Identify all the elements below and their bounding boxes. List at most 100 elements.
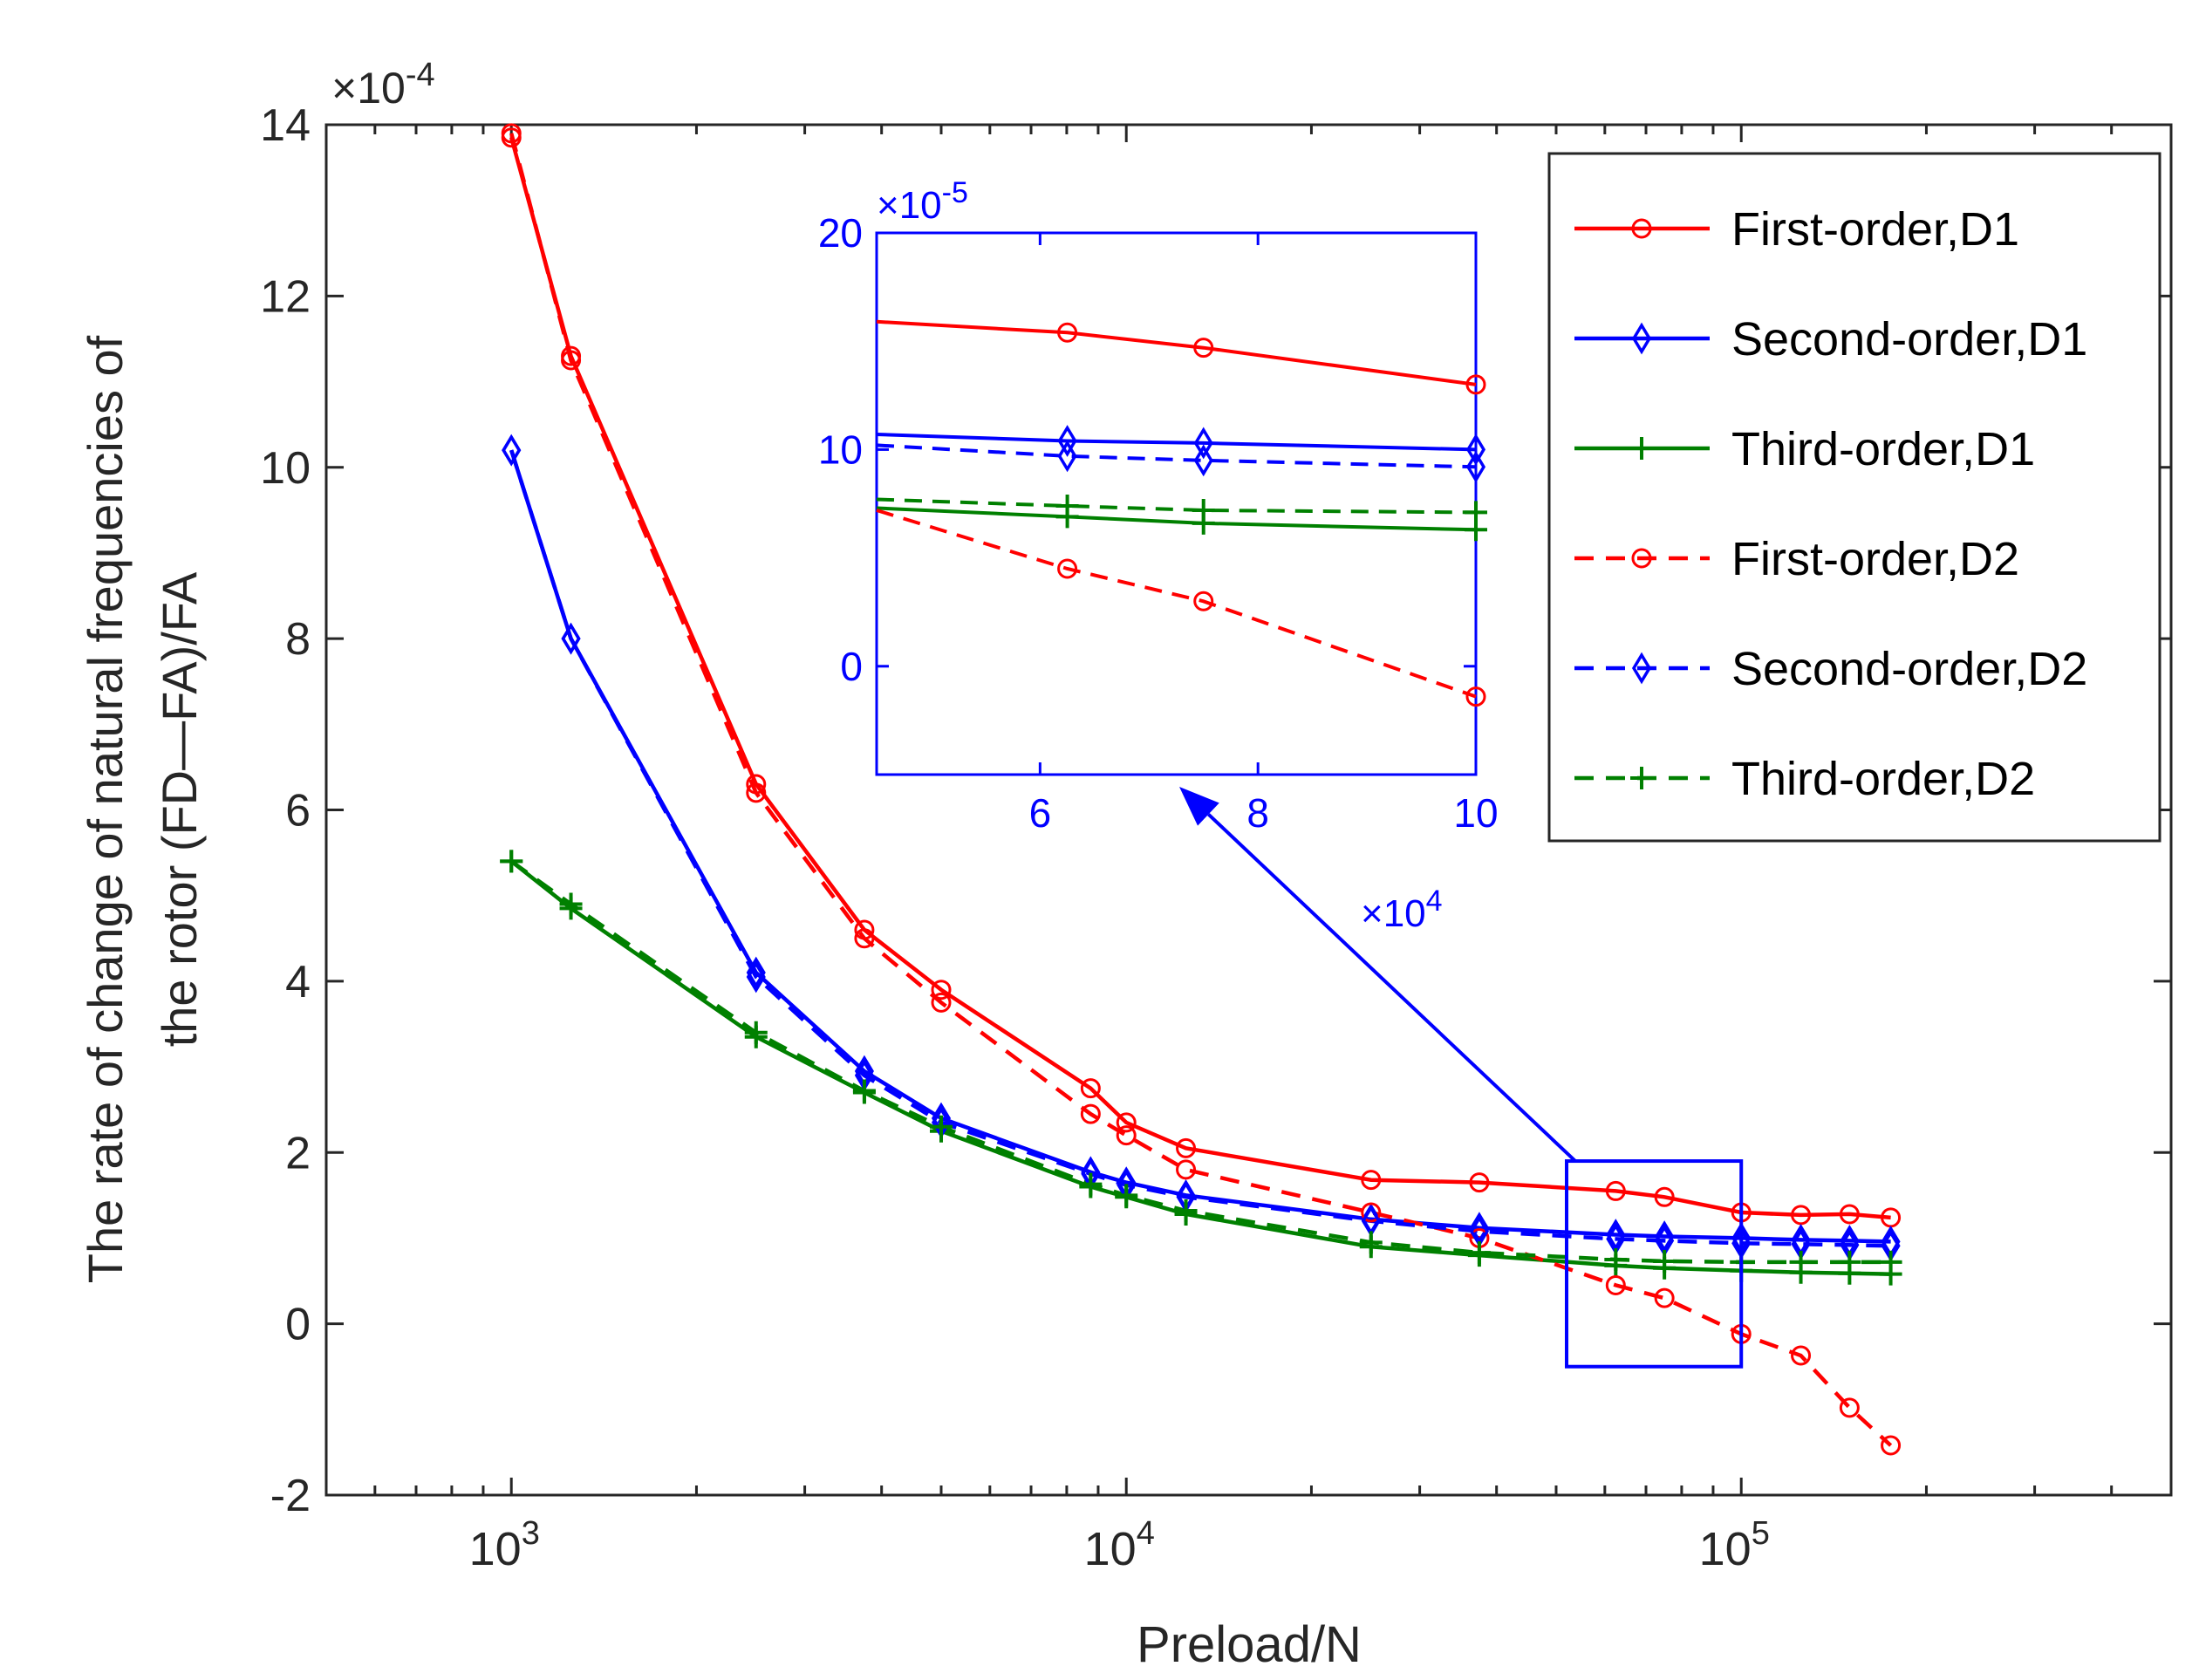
data-point-circle <box>1791 1205 1812 1226</box>
inset-x-tick-label: 8 <box>1246 790 1269 836</box>
data-point-circle <box>746 782 767 803</box>
series-line <box>509 449 1891 1248</box>
data-point-diamond <box>1469 1212 1489 1245</box>
data-point-circle <box>1193 338 1214 359</box>
data-point-plus <box>1174 1199 1198 1223</box>
x-tick-label: 103 <box>469 1515 540 1575</box>
data-point-diamond <box>1631 652 1652 685</box>
data-point-diamond <box>1631 322 1652 355</box>
inset-series-line <box>876 506 1477 532</box>
inset-x-tick-label: 6 <box>1029 790 1052 836</box>
data-point-plus <box>1879 1250 1902 1274</box>
data-point-circle <box>746 774 767 795</box>
inset-series-line <box>876 319 1477 386</box>
inset-y-tick-label: 20 <box>818 210 863 256</box>
data-point-circle <box>1791 1345 1812 1366</box>
data-point-circle <box>1080 1103 1101 1124</box>
inset-ticks: 0 10 20 6 8 10 <box>818 210 1499 836</box>
y-tick-label: 4 <box>285 957 311 1007</box>
y-tick-label: 14 <box>260 100 311 151</box>
data-point-diamond <box>561 622 581 655</box>
legend-label: First-order,D2 <box>1731 533 2019 585</box>
legend-label: First-order,D1 <box>1731 203 2019 256</box>
y-tick-label: 0 <box>285 1300 311 1350</box>
data-point-plus <box>1465 501 1487 524</box>
inset-chart: 0 10 20 6 8 10 ×10-5 ×104 <box>818 176 1499 935</box>
data-point-circle <box>1057 558 1078 579</box>
data-point-plus <box>1653 1249 1677 1273</box>
y-tick-label: 2 <box>285 1128 311 1178</box>
data-point-plus <box>1192 498 1215 522</box>
data-point-circle <box>931 980 952 1000</box>
zoom-arrow-head <box>1179 787 1219 826</box>
y-tick-label: -2 <box>270 1471 311 1521</box>
data-point-plus <box>1359 1231 1383 1254</box>
inset-x-multiplier: ×104 <box>1361 884 1443 935</box>
inset-y-multiplier: ×10-5 <box>877 176 968 227</box>
main-series-markers <box>500 123 1902 1456</box>
data-point-plus <box>1789 1250 1813 1274</box>
data-point-circle <box>1176 1137 1197 1158</box>
main-series-lines <box>509 133 1893 1447</box>
data-point-plus <box>852 1079 876 1103</box>
inset-series-line <box>876 433 1477 452</box>
y-tick-label: 12 <box>260 271 311 322</box>
data-point-plus <box>744 1021 768 1044</box>
data-point-diamond <box>1057 440 1077 473</box>
data-point-plus <box>500 850 523 873</box>
inset-x-tick-label: 10 <box>1453 790 1498 836</box>
series-line <box>509 859 1891 1265</box>
inset-y-tick-label: 10 <box>818 427 863 472</box>
y-tick-label: 6 <box>285 786 311 837</box>
inset-y-tick-label: 0 <box>840 644 863 689</box>
data-point-circle <box>1605 1274 1626 1295</box>
data-point-plus <box>1467 1241 1491 1265</box>
data-point-circle <box>1465 686 1486 707</box>
legend-label: Third-order,D2 <box>1731 753 2035 805</box>
x-tick-label: 104 <box>1084 1515 1155 1575</box>
data-point-circle <box>854 928 875 949</box>
data-point-circle <box>1057 322 1078 343</box>
legend-label: Third-order,D1 <box>1731 423 2035 475</box>
data-point-plus <box>1055 494 1079 517</box>
y-multiplier: ×10-4 <box>331 57 435 113</box>
data-point-diamond <box>746 960 766 994</box>
legend-box <box>1547 152 2161 843</box>
data-point-circle <box>1654 1186 1675 1207</box>
inset-x-multiplier-exp: 4 <box>1426 884 1443 918</box>
data-point-circle <box>1654 1287 1675 1308</box>
data-point-circle <box>1361 1202 1382 1223</box>
data-point-diamond <box>1465 450 1486 483</box>
data-point-plus <box>1838 1250 1861 1274</box>
data-point-diamond <box>1193 427 1213 460</box>
series-line <box>509 137 1891 1220</box>
legend: First-order,D1 Second-order,D1 Third-order… <box>1547 152 2161 843</box>
data-point-circle <box>1465 374 1486 395</box>
zoom-arrow <box>1207 813 1577 1163</box>
zoom-region-box <box>1565 1159 1744 1369</box>
legend-label: Second-order,D1 <box>1731 313 2087 365</box>
data-point-plus <box>1630 437 1653 460</box>
y-axis-label-line1: The rate of change of natural frequencie… <box>78 335 133 1283</box>
data-point-diamond <box>1193 444 1213 477</box>
inset-series-line <box>876 497 1477 515</box>
data-point-circle <box>1839 1397 1860 1418</box>
inset-series-markers <box>1055 322 1487 707</box>
data-point-circle <box>1116 1112 1137 1133</box>
data-point-circle <box>1631 218 1652 239</box>
data-point-diamond <box>1057 425 1077 457</box>
data-point-circle <box>1361 1170 1382 1191</box>
series-line <box>509 859 1891 1276</box>
data-point-circle <box>1080 1078 1101 1099</box>
data-point-circle <box>1631 548 1652 569</box>
data-point-diamond <box>502 434 522 467</box>
data-point-circle <box>1193 591 1214 611</box>
y-tick-label: 10 <box>260 443 311 494</box>
y-multiplier-exp: -4 <box>406 57 435 93</box>
y-axis-label-line2: the rotor (FD—FA)/FA <box>152 571 207 1047</box>
inset-series-line <box>876 509 1477 699</box>
data-point-diamond <box>1465 433 1486 466</box>
data-point-diamond <box>1606 1219 1626 1251</box>
